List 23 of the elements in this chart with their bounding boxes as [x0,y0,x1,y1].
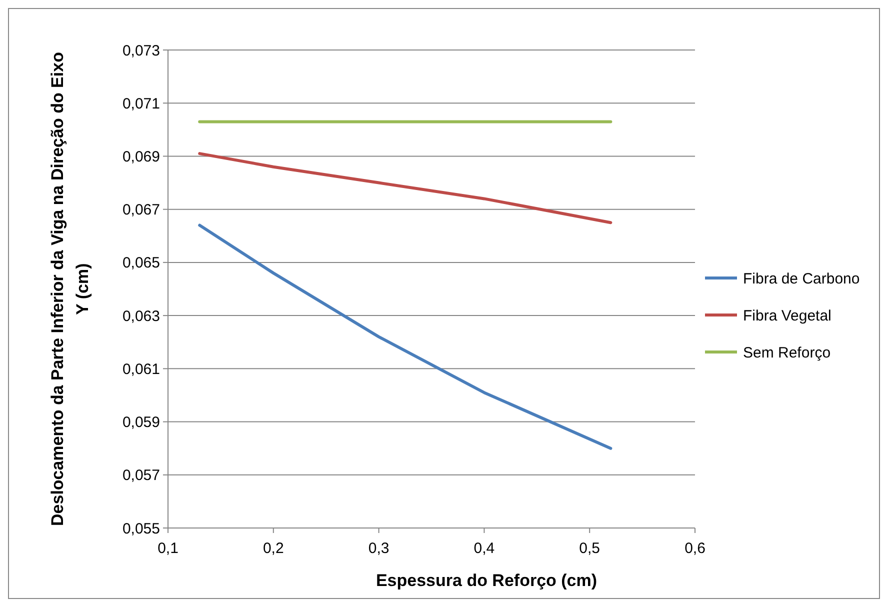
x-tick-label: 0,3 [368,540,390,557]
y-tick-label: 0,059 [122,414,160,432]
x-tick-label: 0,2 [262,540,284,557]
x-tick-label: 0,5 [579,540,600,557]
y-tick-label: 0,073 [122,42,160,60]
y-tick-label: 0,065 [122,254,160,272]
x-tick-label: 0,1 [158,540,178,557]
y-tick-label: 0,055 [122,520,160,538]
y-tick-label: 0,061 [122,360,160,378]
y-tick-label: 0,067 [122,202,160,219]
y-tick-label: 0,057 [122,467,160,484]
line-series [198,224,612,450]
legend-label: Fibra de Carbono [743,270,860,288]
x-tick-label: 0,6 [684,540,706,557]
line-series [198,152,612,224]
y-tick-label: 0,071 [122,95,160,112]
y-tick-label: 0,069 [122,148,160,166]
y-tick-label: 0,063 [122,308,160,325]
x-axis-title: Espessura do Reforço (cm) [376,571,598,590]
x-tick-label: 0,4 [474,540,495,557]
legend-label: Fibra Vegetal [743,307,832,324]
legend-label: Sem Reforço [743,344,831,362]
y-axis-title: Deslocamento da Parte Inferior da Viga na Direção do Eixo Y (cm) [46,51,93,528]
